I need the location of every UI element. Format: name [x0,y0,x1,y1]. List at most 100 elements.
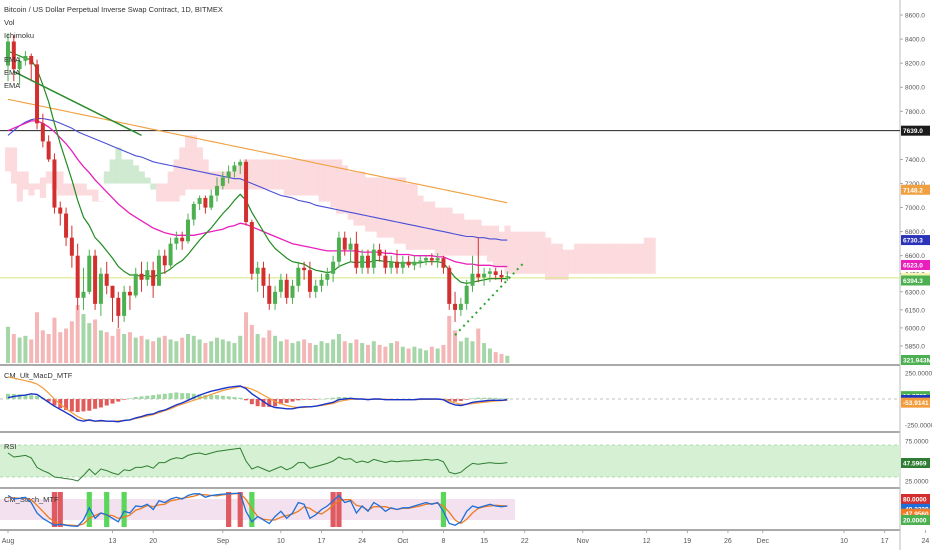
candle [220,171,225,190]
macd-histogram-bar [476,397,481,399]
candle [122,285,127,322]
price-tag-text: -53.9141 [903,400,929,407]
cloud-segment [260,159,267,190]
cloud-segment [301,159,308,196]
macd-label: CM_Ult_MacD_MTF [4,371,73,380]
volume-bar [122,334,127,363]
cloud-segment [533,231,540,274]
time-tick-label: Nov [577,538,590,545]
volume-bar [377,344,382,363]
macd-histogram-bar [296,399,301,401]
stoch-signal-bar [330,492,336,527]
macd-histogram-bar [336,397,341,399]
volume-bar [348,343,353,363]
volume-bar [418,348,423,363]
stoch-signal-bar [237,492,243,527]
trend-lines[interactable] [13,70,526,336]
price-tick-label: 7000.0 [905,205,925,212]
rsi-band [0,445,900,477]
candle [499,270,504,283]
cloud-segment [457,213,465,256]
candle-body [371,249,376,268]
price-tick-label: 7400.0 [905,157,925,164]
time-tick-label: 10 [840,538,848,545]
cloud-segment [359,171,366,226]
candle-body [487,271,492,274]
cloud-segment [156,183,163,202]
candle-body [261,267,266,286]
candle [284,273,289,304]
price-tag-bg [901,275,930,286]
cloud-segment [365,177,372,232]
candle [156,249,161,286]
candle [406,255,411,268]
ema-mid-line [7,120,508,268]
stoch-signal-bar [57,492,63,527]
candle [81,267,86,310]
volume-bar [215,337,220,363]
volume-bar [162,335,167,363]
macd-histogram-bar [69,399,74,412]
cloud-segment [132,165,140,184]
price-tag: 20.0000 [901,515,930,525]
candle-body [290,285,295,298]
indicator-label-ema-3[interactable]: EMA [4,81,20,90]
candle-body [69,237,74,256]
candle-body [58,207,63,214]
macd-tick-label: -250.0000 [905,423,932,430]
price-axis[interactable]: 8600.0 8400.0 8200.0 8000.0 7800.0 7400.0 7200… [900,13,932,525]
time-tick-label: 24 [921,538,929,545]
price-tick-label: 8000.0 [905,85,925,92]
cloud-segment [637,243,645,274]
candle-body [342,237,347,250]
candle [255,261,260,292]
candle [319,273,324,292]
candle-body [6,41,10,66]
candle-body [284,279,289,298]
cloud-segment [179,147,186,196]
candle-body [302,267,307,271]
cloud-segment [138,171,145,184]
candle-body [87,255,92,292]
volume-bar [278,341,283,363]
cloud-segment [57,171,64,196]
price-tick-label: 6000.0 [905,325,925,332]
candle [360,249,365,274]
indicator-label-ema-2[interactable]: EMA [4,68,20,77]
price-tag: 6394.3 [901,275,930,286]
macd-histogram-bar [244,399,249,401]
indicator-label-ichimoku[interactable]: Ichimoku [4,31,34,40]
cloud-segment [196,147,203,190]
candle [17,57,22,85]
chart-title: Bitcoin / US Dollar Perpetual Inverse Sw… [4,5,223,14]
candle-body [151,270,156,286]
macd-histogram-bar [273,399,278,407]
indicator-label-vol[interactable]: Vol [4,18,15,27]
price-tag-bg [901,355,930,365]
candle [302,261,307,280]
candle [69,225,74,268]
cloud-segment [347,171,354,220]
indicator-label-ema-1[interactable]: EMA [4,55,20,64]
time-axis[interactable]: Aug 13 20 Sep 10 17 24 Oct 8 15 22 Nov 12 19 26 Dec 10 17… [2,530,930,545]
macd-histogram-bar [151,395,156,399]
time-tick-label: 17 [318,538,326,545]
volume-bar [284,339,289,363]
price-tag: 7639.0 [901,125,930,136]
cloud-segment [434,207,441,256]
volume-bar [81,314,86,363]
volume-bar [302,339,307,363]
candle-body [278,279,283,292]
candle [290,279,295,304]
macd-histogram-bar [302,399,307,400]
volume-bar [6,326,10,363]
candle-body [75,255,80,298]
macd-histogram-bar [331,397,336,399]
macd-histogram-bar [139,396,144,399]
macd-histogram-bar [145,395,150,399]
volume-bar [64,328,69,363]
volume-bar [249,324,254,363]
candle [127,285,132,310]
candle-body [354,243,359,268]
